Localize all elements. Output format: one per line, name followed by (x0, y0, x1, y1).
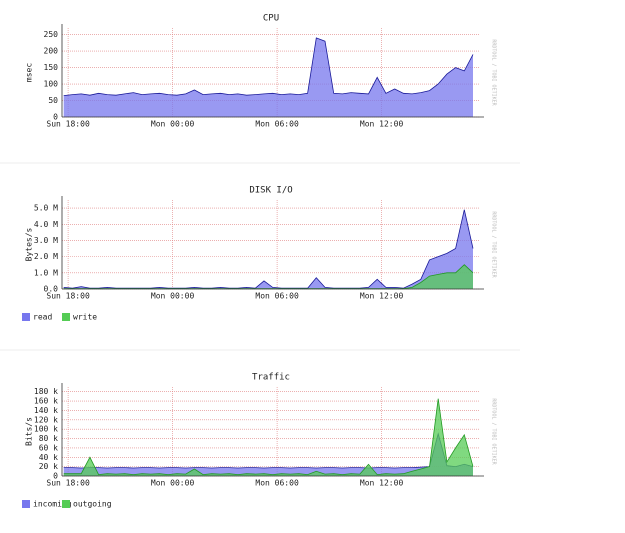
legend-swatch (22, 500, 30, 508)
x-tick-label: Sun 18:00 (46, 292, 90, 301)
legend-label: outgoing (73, 500, 112, 509)
series-line (63, 398, 474, 476)
y-tick-label: 80 k (39, 434, 58, 443)
x-tick-label: Mon 12:00 (360, 120, 404, 129)
y-tick-label: 100 (44, 80, 59, 89)
y-tick-label: 180 k (34, 387, 58, 396)
y-tick-label: 2.0 M (34, 252, 58, 261)
chart-title: CPU (263, 14, 279, 24)
watermark: RRDTOOL / TOBI OETIKER (491, 398, 497, 465)
series-area (63, 398, 473, 476)
y-tick-label: 150 (44, 63, 59, 72)
x-tick-label: Mon 00:00 (151, 292, 195, 301)
x-tick-label: Mon 12:00 (360, 292, 404, 301)
y-tick-label: 0.0 (44, 285, 59, 294)
plot-area (62, 387, 480, 476)
y-tick-label: 60 k (39, 443, 58, 452)
series-area (63, 37, 473, 117)
series-line (63, 209, 474, 289)
legend-swatch (22, 313, 30, 321)
y-tick-label: 160 k (34, 397, 58, 406)
x-tick-label: Mon 00:00 (151, 120, 195, 129)
x-tick-label: Mon 06:00 (255, 120, 299, 129)
series-line (63, 432, 474, 469)
x-tick-label: Mon 06:00 (255, 479, 299, 488)
y-tick-label: 1.0 M (34, 268, 58, 277)
chart-title: DISK I/O (249, 186, 292, 196)
y-tick-label: 120 k (34, 415, 58, 424)
x-tick-label: Mon 06:00 (255, 292, 299, 301)
series-area (63, 264, 473, 289)
y-axis-label: msec (25, 63, 34, 82)
x-tick-label: Sun 18:00 (46, 120, 90, 129)
y-tick-label: 0 (53, 113, 58, 122)
y-axis-label: Bytes/s (25, 227, 34, 261)
y-tick-label: 40 k (39, 453, 58, 462)
y-tick-label: 250 (44, 30, 59, 39)
legend-label: write (73, 313, 97, 322)
legend-label: read (33, 313, 52, 322)
y-tick-label: 20 k (39, 462, 58, 471)
watermark: RRDTOOL / TOBI OETIKER (491, 211, 497, 278)
y-tick-label: 3.0 M (34, 236, 58, 245)
plot-area (62, 200, 480, 289)
y-tick-label: 200 (44, 47, 59, 56)
watermark: RRDTOOL / TOBI OETIKER (491, 39, 497, 106)
x-tick-label: Sun 18:00 (46, 479, 90, 488)
legend-label: incoming (33, 500, 72, 509)
y-tick-label: 5.0 M (34, 204, 58, 213)
y-tick-label: 140 k (34, 406, 58, 415)
series-line (63, 37, 474, 96)
x-tick-label: Mon 12:00 (360, 479, 404, 488)
x-tick-label: Mon 00:00 (151, 479, 195, 488)
chart-title: Traffic (252, 373, 290, 383)
legend-swatch (62, 313, 70, 321)
y-tick-label: 4.0 M (34, 220, 58, 229)
y-tick-label: 100 k (34, 425, 58, 434)
legend-swatch (62, 500, 70, 508)
y-tick-label: 50 (48, 96, 58, 105)
y-tick-label: 0 (53, 472, 58, 481)
y-axis-label: Bits/s (25, 417, 34, 446)
